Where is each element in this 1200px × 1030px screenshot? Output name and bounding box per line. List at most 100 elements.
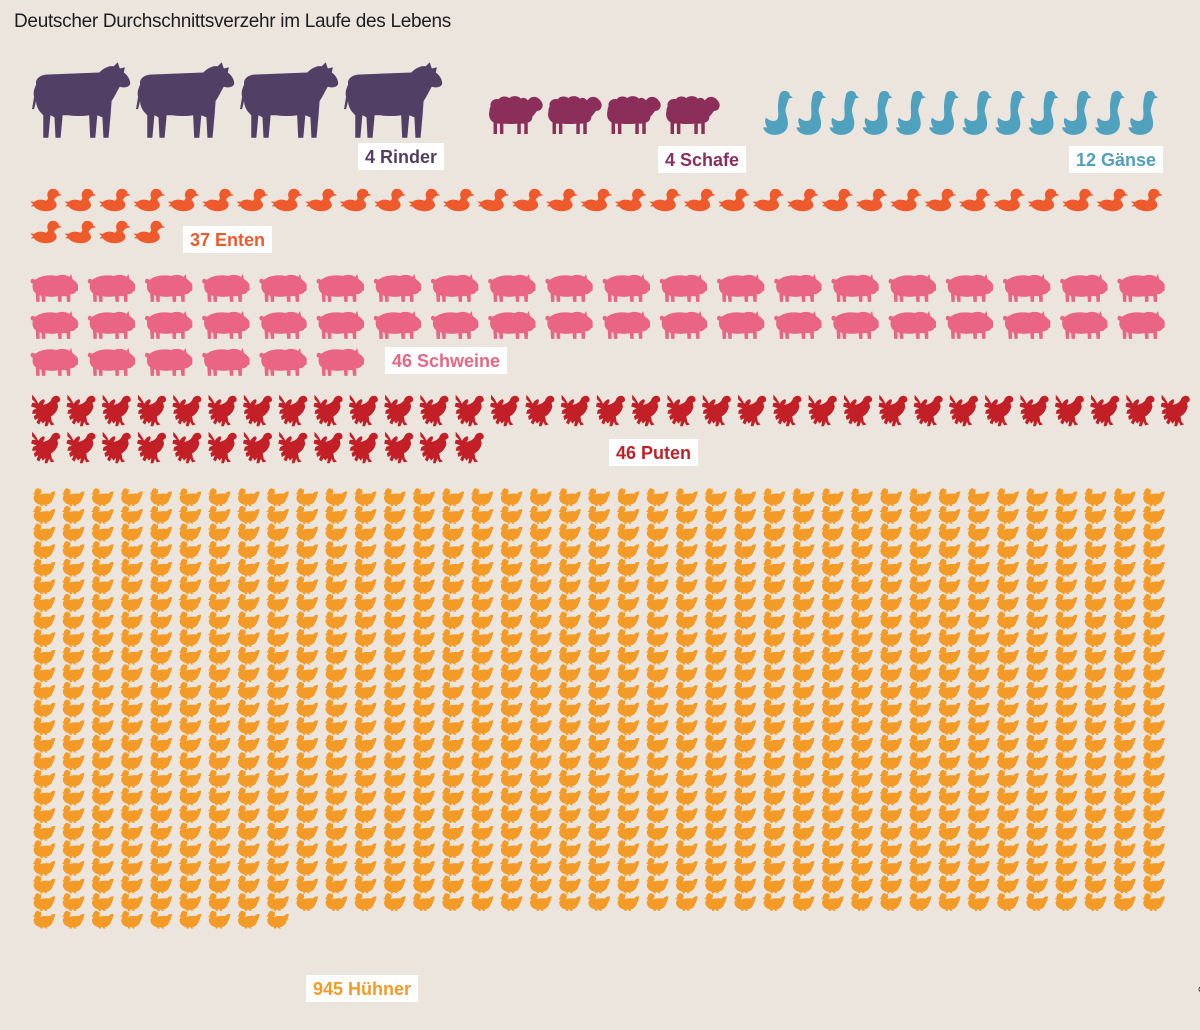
chicken-icon (762, 787, 786, 806)
chicken-icon (1142, 523, 1165, 542)
chicken-icon (61, 769, 85, 788)
chicken-icon (470, 893, 494, 911)
chicken-icon (266, 576, 289, 595)
chicken-icon (821, 893, 844, 911)
chicken-icon (32, 699, 56, 718)
chicken-icon (353, 875, 377, 894)
chicken-icon (1083, 558, 1107, 577)
pig-icon (144, 274, 193, 302)
chicken-icon (295, 840, 319, 859)
chicken-icon (441, 840, 465, 859)
duck-icon (1027, 188, 1060, 212)
chicken-icon (295, 893, 319, 911)
chicken-icon (61, 699, 85, 718)
chicken-icon (1113, 769, 1136, 788)
chicken-icon (1083, 752, 1107, 771)
chicken-icon (996, 699, 1019, 718)
chicken-icon (178, 717, 202, 735)
chicken-icon (412, 875, 435, 894)
chicken-icon (383, 523, 406, 542)
chicken-icon (266, 910, 289, 929)
chicken-icon (967, 769, 990, 788)
chicken-icon (499, 611, 523, 630)
chicken-icon (645, 857, 669, 876)
chicken-icon (470, 523, 494, 542)
chicken-icon (237, 699, 260, 718)
chicken-icon (558, 893, 581, 911)
chicken-icon (295, 769, 319, 788)
chicken-icon (441, 805, 465, 823)
chicken-icon (91, 805, 114, 823)
chicken-icon (61, 805, 85, 823)
chicken-icon (791, 611, 815, 630)
chicken-icon (1113, 629, 1136, 647)
chicken-icon (441, 769, 465, 788)
chicken-icon (879, 629, 903, 647)
chicken-icon (149, 523, 173, 542)
chicken-icon (1025, 629, 1049, 647)
chicken-icon (704, 857, 727, 876)
chicken-icon (645, 893, 669, 911)
chicken-icon (412, 505, 435, 524)
chicken-icon (412, 541, 435, 559)
chicken-icon (704, 717, 727, 735)
chicken-icon (967, 646, 990, 665)
chicken-icon (32, 769, 56, 788)
chicken-icon (996, 875, 1019, 894)
chicken-icon (441, 576, 465, 595)
chicken-icon (61, 752, 85, 771)
chicken-icon (32, 840, 56, 859)
chicken-icon (470, 734, 494, 753)
series-chicken (32, 488, 1165, 929)
chicken-icon (353, 646, 377, 665)
chicken-icon (441, 593, 465, 612)
chicken-icon (499, 593, 523, 612)
duck-icon (890, 188, 922, 212)
chicken-icon (908, 611, 932, 630)
chicken-icon (587, 787, 611, 806)
pig-icon (602, 274, 650, 302)
chicken-icon (61, 646, 85, 665)
chicken-icon (1142, 505, 1165, 524)
chicken-icon (266, 611, 289, 630)
chicken-icon (207, 822, 231, 841)
chicken-icon (937, 893, 961, 911)
chicken-icon (937, 840, 961, 859)
chicken-icon (645, 629, 669, 647)
chicken-icon (441, 646, 465, 665)
chicken-icon (266, 541, 289, 559)
chicken-icon (733, 769, 757, 788)
chicken-icon (149, 822, 173, 841)
chicken-icon (178, 752, 202, 771)
chicken-icon (704, 734, 727, 753)
chicken-icon (675, 805, 698, 823)
chicken-icon (1083, 523, 1107, 542)
pig-icon (430, 311, 479, 339)
chicken-icon (675, 769, 698, 788)
chicken-icon (237, 541, 260, 559)
chicken-icon (1025, 752, 1049, 771)
chicken-icon (120, 681, 143, 700)
chicken-icon (704, 646, 727, 665)
chicken-icon (1142, 664, 1165, 683)
pig-icon (945, 311, 994, 339)
chicken-icon (996, 505, 1019, 524)
chicken-icon (353, 488, 377, 507)
chicken-icon (120, 857, 143, 876)
chicken-icon (704, 664, 727, 683)
chicken-icon (61, 857, 85, 876)
series-goose (763, 90, 1159, 135)
chicken-icon (1054, 893, 1078, 911)
chicken-icon (383, 787, 406, 806)
chicken-icon (32, 681, 56, 700)
chicken-icon (178, 910, 202, 929)
chicken-icon (207, 857, 231, 876)
chicken-icon (324, 699, 348, 718)
chicken-icon (616, 752, 640, 771)
chicken-icon (937, 488, 961, 507)
chicken-icon (879, 752, 903, 771)
duck-icon (649, 188, 682, 212)
chicken-icon (529, 699, 552, 718)
chicken-icon (61, 505, 85, 524)
chicken-icon (91, 893, 114, 911)
